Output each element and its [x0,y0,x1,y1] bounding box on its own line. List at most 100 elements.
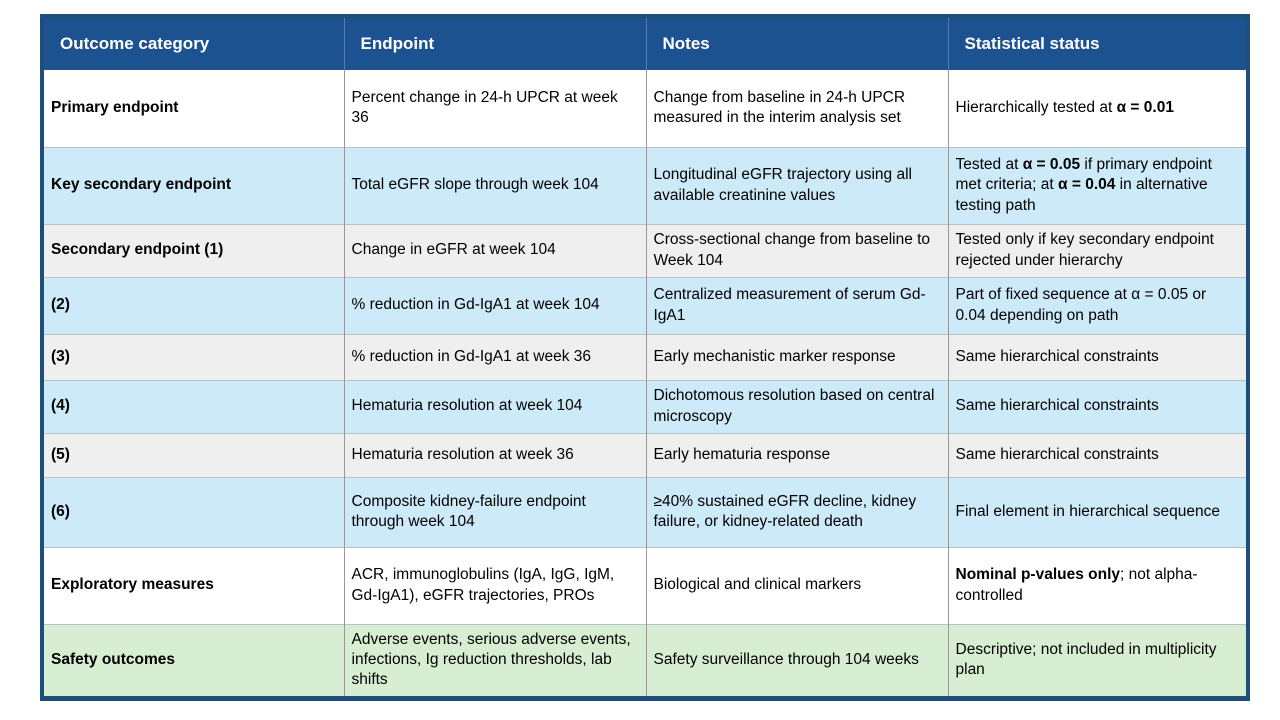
cell-text-segment: (4) [51,397,70,415]
cell-status: Hierarchically tested at α = 0.01 [948,70,1248,147]
cell-text-segment: Part of fixed sequence at α = 0.05 or 0.… [955,286,1207,324]
cell-endpoint: Composite kidney-failure endpoint throug… [344,476,647,547]
cell-text-segment: (6) [51,502,70,520]
cell-category: (4) [42,379,345,433]
cell-text-segment: Tested only if key secondary endpoint re… [955,231,1215,269]
cell-text-segment: α = 0.04 [1058,176,1116,194]
cell-text-segment: Nominal p-values only [955,566,1121,584]
cell-text-segment: Cross-sectional change from baseline to … [653,231,931,269]
cell-notes: Cross-sectional change from baseline to … [646,223,949,277]
cell-status: Tested only if key secondary endpoint re… [948,223,1248,277]
cell-endpoint: % reduction in Gd-IgA1 at week 36 [344,333,647,380]
cell-endpoint: Hematuria resolution at week 104 [344,379,647,433]
cell-text-segment: Longitudinal eGFR trajectory using all a… [653,166,912,204]
header-endpoint: Endpoint [344,16,647,70]
table-row: (2) % reduction in Gd-IgA1 at week 104 Cen… [42,276,1248,334]
table-row: Secondary endpoint (1) Change in eGFR at … [42,223,1248,277]
table-row: (4) Hematuria resolution at week 104 Dicho… [42,379,1248,433]
cell-text-segment: Safety surveillance through 104 weeks [653,650,919,668]
cell-text-segment: ≥40% sustained eGFR decline, kidney fail… [653,492,917,530]
cell-text-segment: ; not alpha-controlled [955,566,1198,604]
cell-endpoint: Change in eGFR at week 104 [344,223,647,277]
cell-text-segment: Safety outcomes [51,650,176,668]
cell-category: (2) [42,276,345,334]
cell-endpoint: % reduction in Gd-IgA1 at week 104 [344,276,647,334]
cell-category: Primary endpoint [42,70,345,147]
table-row: (3) % reduction in Gd-IgA1 at week 36 Earl… [42,333,1248,380]
cell-text-segment: % reduction in Gd-IgA1 at week 104 [351,296,600,314]
cell-notes: Dichotomous resolution based on central … [646,379,949,433]
header-notes: Notes [646,16,949,70]
cell-notes: Early mechanistic marker response [646,333,949,380]
cell-notes: Biological and clinical markers [646,546,949,624]
endpoints-table-container: Outcome category Endpoint Notes Statisti… [40,14,1250,701]
cell-category: Secondary endpoint (1) [42,223,345,277]
cell-text-segment: in alternative testing path [955,176,1208,214]
cell-category: Safety outcomes [42,623,345,699]
cell-text-segment: if primary endpoint met criteria; at [955,155,1212,194]
cell-notes: Change from baseline in 24-h UPCR measur… [646,70,949,147]
cell-endpoint: Hematuria resolution at week 36 [344,432,647,477]
cell-category: (6) [42,476,345,547]
cell-notes: Longitudinal eGFR trajectory using all a… [646,146,949,224]
cell-text-segment: Same hierarchical constraints [955,397,1159,415]
cell-text-segment: Dichotomous resolution based on central … [653,387,935,425]
cell-category: Key secondary endpoint [42,146,345,224]
cell-notes: ≥40% sustained eGFR decline, kidney fail… [646,476,949,547]
cell-text-segment: Descriptive; not included in multiplicit… [955,640,1217,679]
cell-endpoint: ACR, immunoglobulins (IgA, IgG, IgM, Gd-… [344,546,647,624]
cell-notes: Early hematuria response [646,432,949,477]
cell-text-segment: (2) [51,296,70,314]
cell-status: Descriptive; not included in multiplicit… [948,623,1248,699]
cell-text-segment: (5) [51,445,70,463]
cell-text-segment: ACR, immunoglobulins (IgA, IgG, IgM, Gd-… [351,566,615,604]
cell-text-segment: Early hematuria response [653,445,831,463]
cell-text-segment: Same hierarchical constraints [955,445,1159,463]
cell-text-segment: Hierarchically tested at [955,99,1117,117]
cell-text-segment: Total eGFR slope through week 104 [351,176,599,194]
cell-notes: Centralized measurement of serum Gd-IgA1 [646,276,949,334]
cell-status: Same hierarchical constraints [948,379,1248,433]
cell-status: Final element in hierarchical sequence [948,476,1248,547]
cell-text-segment: (3) [51,347,70,365]
table-row: Primary endpoint Percent change in 24-h U… [42,70,1248,147]
cell-text-segment: Adverse events, serious adverse events, … [351,630,631,689]
header-statistical-status: Statistical status [948,16,1248,70]
cell-endpoint: Total eGFR slope through week 104 [344,146,647,224]
table-row: Exploratory measures ACR, immunoglobulins… [42,546,1248,624]
cell-endpoint: Adverse events, serious adverse events, … [344,623,647,699]
cell-text-segment: Change from baseline in 24-h UPCR measur… [653,88,906,127]
cell-text-segment: Percent change in 24-h UPCR at week 36 [351,88,618,127]
cell-text-segment: Secondary endpoint (1) [51,241,224,259]
cell-status: Same hierarchical constraints [948,333,1248,380]
table-row: Key secondary endpoint Total eGFR slope t… [42,146,1248,224]
cell-text-segment: Final element in hierarchical sequence [955,502,1221,520]
cell-text-segment: Hematuria resolution at week 104 [351,397,583,415]
endpoints-table: Outcome category Endpoint Notes Statisti… [40,14,1250,701]
cell-text-segment: Exploratory measures [51,576,214,594]
cell-notes: Safety surveillance through 104 weeks [646,623,949,699]
cell-text-segment: Composite kidney-failure endpoint throug… [351,492,586,530]
cell-status: Same hierarchical constraints [948,432,1248,477]
cell-category: Exploratory measures [42,546,345,624]
table-body: Primary endpoint Percent change in 24-h U… [42,70,1248,699]
table-row: Safety outcomes Adverse events, serious a… [42,623,1248,699]
cell-status: Tested at α = 0.05 if primary endpoint m… [948,146,1248,224]
cell-text-segment: Biological and clinical markers [653,576,862,594]
cell-category: (3) [42,333,345,380]
cell-text-segment: Early mechanistic marker response [653,347,896,365]
cell-text-segment: Tested at [955,155,1023,173]
cell-text-segment: Primary endpoint [51,99,179,117]
cell-category: (5) [42,432,345,477]
table-row: (5) Hematuria resolution at week 36 Early … [42,432,1248,477]
cell-endpoint: Percent change in 24-h UPCR at week 36 [344,70,647,147]
table-row: (6) Composite kidney-failure endpoint thr… [42,476,1248,547]
table-header: Outcome category Endpoint Notes Statisti… [42,16,1248,70]
cell-text-segment: Hematuria resolution at week 36 [351,445,574,463]
cell-text-segment: α = 0.05 [1022,155,1081,173]
cell-text-segment: % reduction in Gd-IgA1 at week 36 [351,347,592,365]
header-outcome-category: Outcome category [42,16,345,70]
cell-text-segment: Key secondary endpoint [51,176,232,194]
cell-status: Part of fixed sequence at α = 0.05 or 0.… [948,276,1248,334]
cell-text-segment: Centralized measurement of serum Gd-IgA1 [653,286,926,324]
